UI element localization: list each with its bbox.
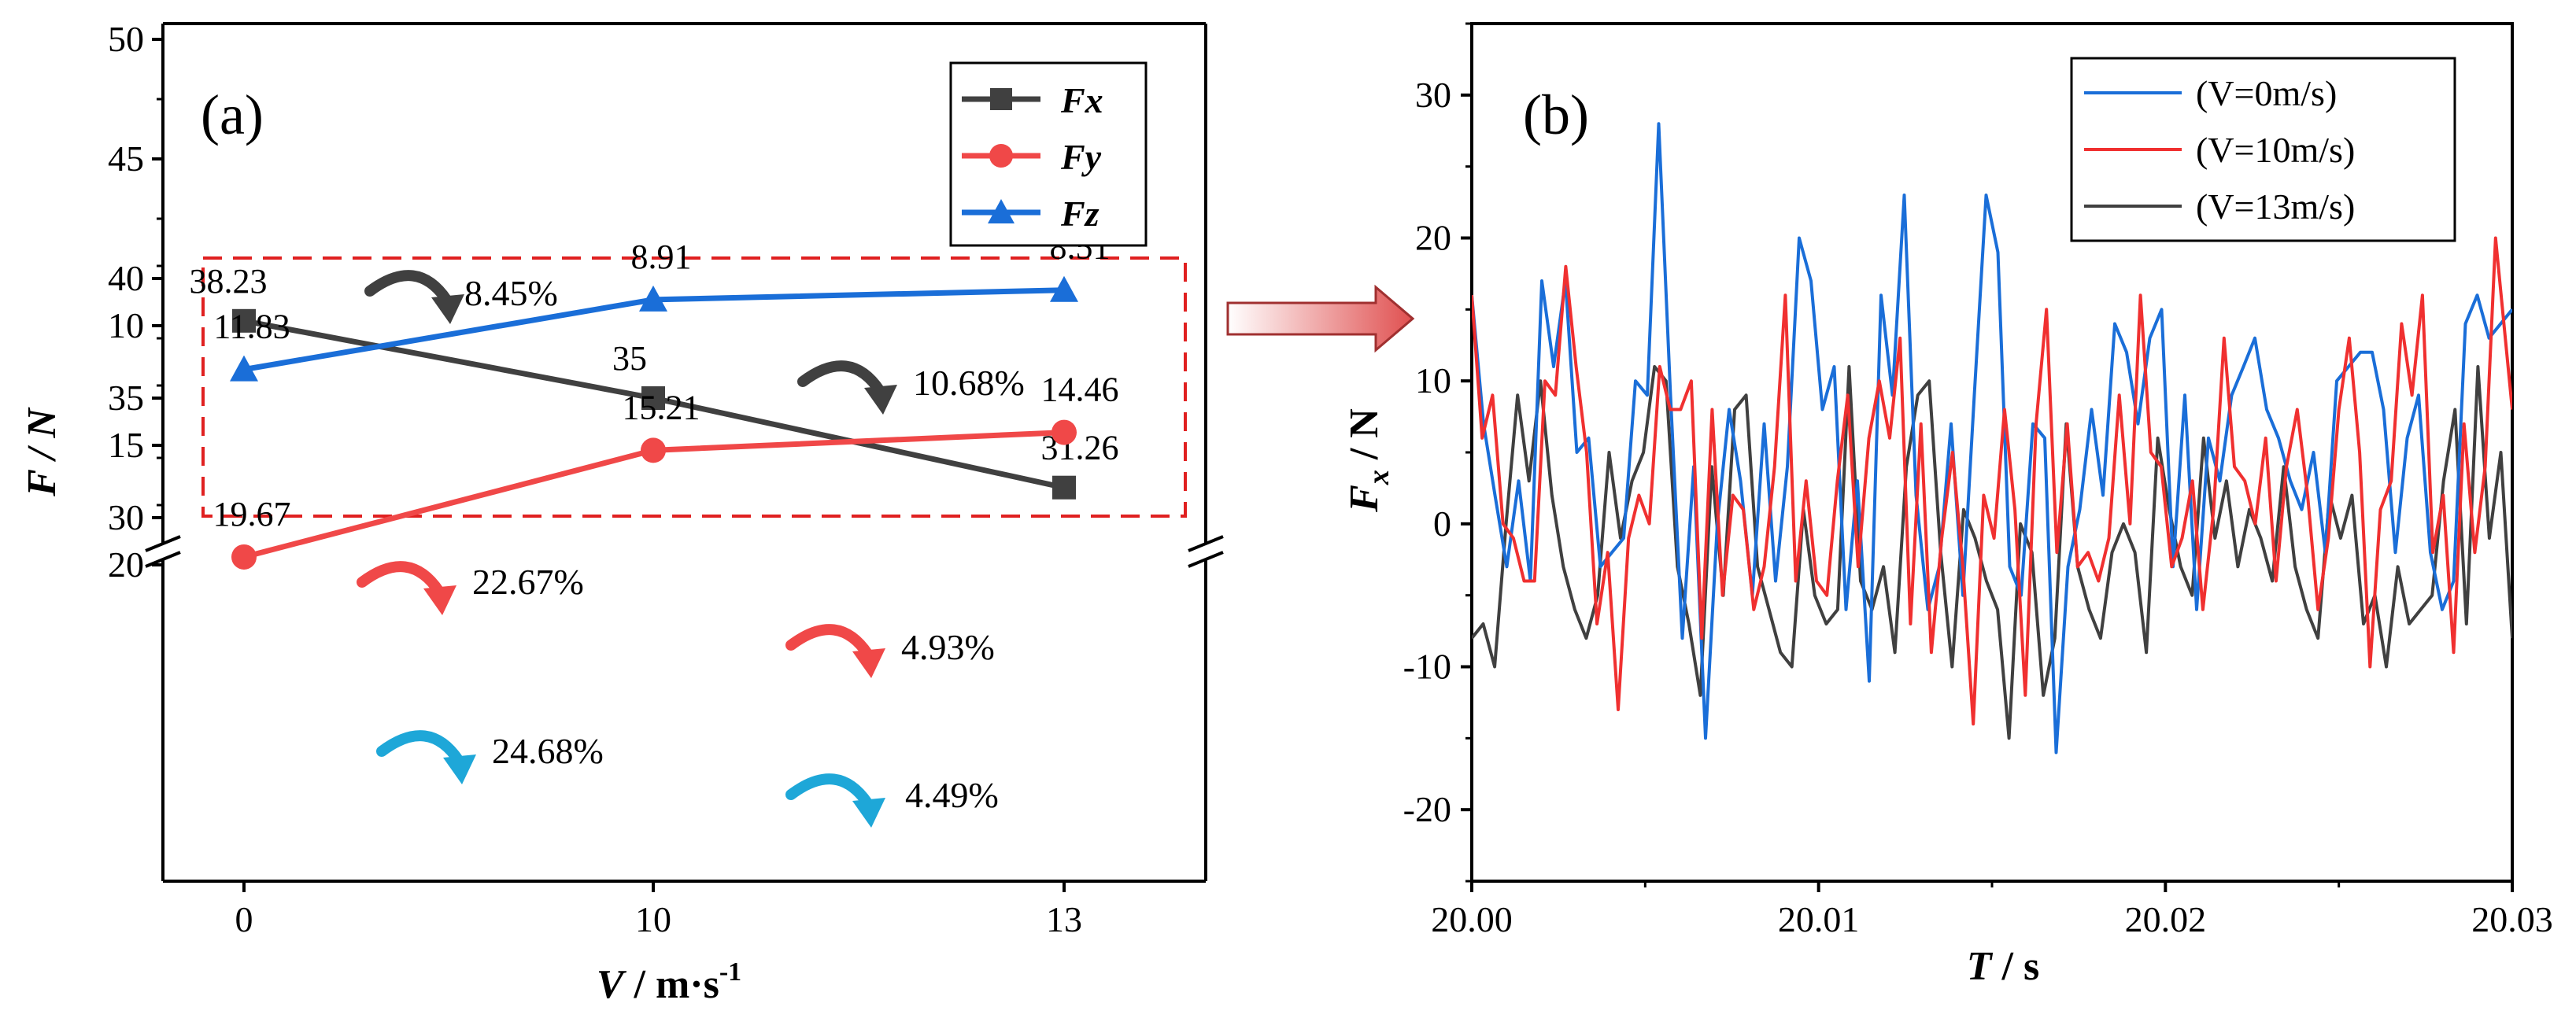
panel-b-legend: (V=0m/s) (V=10m/s) (V=13m/s) xyxy=(2070,57,2456,242)
panel-b-legend-label: (V=13m/s) xyxy=(2196,186,2355,227)
highlight-box xyxy=(201,256,1187,518)
curved-arrow-icon xyxy=(785,773,874,810)
curved-arrow-head xyxy=(431,294,464,324)
legend-marker-fz xyxy=(988,199,1015,223)
panel-a-ytick-label: 35 xyxy=(108,378,144,418)
series-fy: 19.67 15.21 14.46 xyxy=(213,371,1119,570)
curved-arrow-icon xyxy=(785,624,874,660)
panel-b-xlabel-unit: / s xyxy=(1992,944,2040,989)
panel-b-legend-label: (V=10m/s) xyxy=(2196,130,2355,170)
data-point-fz xyxy=(230,355,258,382)
panel-b-series-line xyxy=(1472,122,2512,754)
panel-b-xtick-label: 20.00 xyxy=(1431,899,1513,939)
data-label-fz: 8.91 xyxy=(631,238,692,276)
transition-arrow xyxy=(1226,284,1415,353)
panel-a-ytick-label: 50 xyxy=(108,19,144,59)
data-point-fy xyxy=(641,437,666,463)
data-point-fy xyxy=(231,544,257,570)
data-label-fy: 14.46 xyxy=(1041,371,1119,409)
panel-b-legend-label: (V=0m/s) xyxy=(2196,73,2337,113)
panel-a-ytick-label: 10 xyxy=(108,305,144,345)
panel-b-xlabel-var: T xyxy=(1967,944,1994,989)
change-percent-label: 10.68% xyxy=(913,363,1025,403)
change-annotation: 8.45% xyxy=(364,270,558,324)
curved-arrow-icon xyxy=(376,730,464,766)
panel-a-xlabel: V / m·s-1 xyxy=(597,957,741,1007)
panel-a-ytick-label: 40 xyxy=(108,258,144,298)
data-point-fy xyxy=(1051,419,1077,445)
change-annotation: 10.68% xyxy=(797,360,1025,415)
panel-b-ytick-label: -20 xyxy=(1403,789,1451,829)
data-point-fx xyxy=(1052,475,1076,500)
panel-a-xlabel-unit: / m·s xyxy=(624,962,719,1007)
curved-arrow-head xyxy=(864,385,897,415)
panel-b-ylabel-sub: x xyxy=(1362,470,1395,485)
curved-arrow-head xyxy=(423,585,456,615)
panel-b-label: (b) xyxy=(1523,83,1589,146)
panel-b-ylabel: Fx / N xyxy=(1342,408,1395,513)
data-point-fx xyxy=(232,308,256,333)
panel-b-ylabel-var: F xyxy=(1342,485,1387,513)
data-label-fy: 15.21 xyxy=(623,388,700,426)
panel-b-ytick-label: 30 xyxy=(1415,75,1451,115)
change-percent-label: 4.93% xyxy=(901,627,995,667)
axis-break-left xyxy=(145,535,181,568)
curved-arrow-icon xyxy=(357,561,445,597)
panel-b-xtick-label: 20.03 xyxy=(2471,899,2553,939)
panel-b-xtick-label: 20.02 xyxy=(2125,899,2207,939)
panel-a-xtick-label: 0 xyxy=(235,899,253,939)
data-point-fz xyxy=(1050,275,1078,302)
panel-b-chart: -20 -10 0 10 20 30 20.00 20.01 20.02 20.03 Fx / … xyxy=(1342,22,2553,989)
data-point-fx xyxy=(641,386,665,410)
panel-a-ytick-label: 45 xyxy=(108,138,144,179)
data-label-fz: 11.83 xyxy=(213,308,290,346)
panel-a-xtick-label: 13 xyxy=(1046,899,1082,939)
change-percent-label: 24.68% xyxy=(492,731,604,771)
change-annotation: 4.49% xyxy=(785,773,999,828)
axis-break-right xyxy=(1188,535,1224,568)
panel-a-ytick-label: 15 xyxy=(108,425,144,465)
panel-b-ytick-label: -10 xyxy=(1403,647,1451,687)
change-percent-label: 4.49% xyxy=(905,775,999,815)
series-fz: 11.838.91 8.51 xyxy=(213,228,1111,382)
panel-a-ytick-label: 30 xyxy=(108,497,144,537)
data-label-fy: 19.67 xyxy=(213,495,291,533)
panel-b-ytick-label: 10 xyxy=(1415,360,1451,400)
data-point-fz xyxy=(639,285,667,312)
curved-arrow-head xyxy=(852,648,885,678)
panel-a-xlabel-exp: -1 xyxy=(719,957,741,987)
data-label-fx: 35 xyxy=(612,339,647,378)
change-annotation: 22.67% xyxy=(357,561,584,615)
curved-arrow-head xyxy=(852,798,885,828)
legend-label-fy: Fy xyxy=(1060,137,1102,177)
panel-a-legend: Fx Fy Fz xyxy=(949,61,1148,247)
panel-a-ylabel: F / N xyxy=(20,407,65,497)
legend-label-fz: Fz xyxy=(1060,194,1100,234)
panel-a-xtick-label: 10 xyxy=(635,899,671,939)
change-percent-label: 8.45% xyxy=(464,273,558,313)
panel-a-xlabel-var: V xyxy=(597,962,627,1007)
curved-arrow-icon xyxy=(797,360,885,397)
panel-b-ytick-label: 0 xyxy=(1433,504,1451,544)
change-annotation: 24.68% xyxy=(376,730,604,784)
change-annotation: 4.93% xyxy=(785,624,995,678)
panel-a-label: (a) xyxy=(201,83,264,146)
legend-marker-fy xyxy=(989,144,1013,168)
panel-b-ylabel-unit: / N xyxy=(1342,408,1387,470)
panel-a-ytick-label: 20 xyxy=(108,544,144,585)
panel-b-xtick-label: 20.01 xyxy=(1778,899,1860,939)
panel-b-series-line xyxy=(1472,365,2512,740)
data-label-fx: 38.23 xyxy=(190,262,268,301)
curved-arrow-icon xyxy=(364,270,453,306)
panel-b-series-line xyxy=(1472,236,2512,726)
panel-b-xlabel: T / s xyxy=(1967,944,2039,989)
legend-marker-fx xyxy=(990,88,1012,110)
panel-b-ytick-label: 20 xyxy=(1415,218,1451,258)
change-percent-label: 22.67% xyxy=(472,562,584,602)
curved-arrow-head xyxy=(443,754,476,784)
legend-label-fx: Fx xyxy=(1060,80,1103,120)
panel-a-ylabel-text: F / N xyxy=(20,407,65,497)
